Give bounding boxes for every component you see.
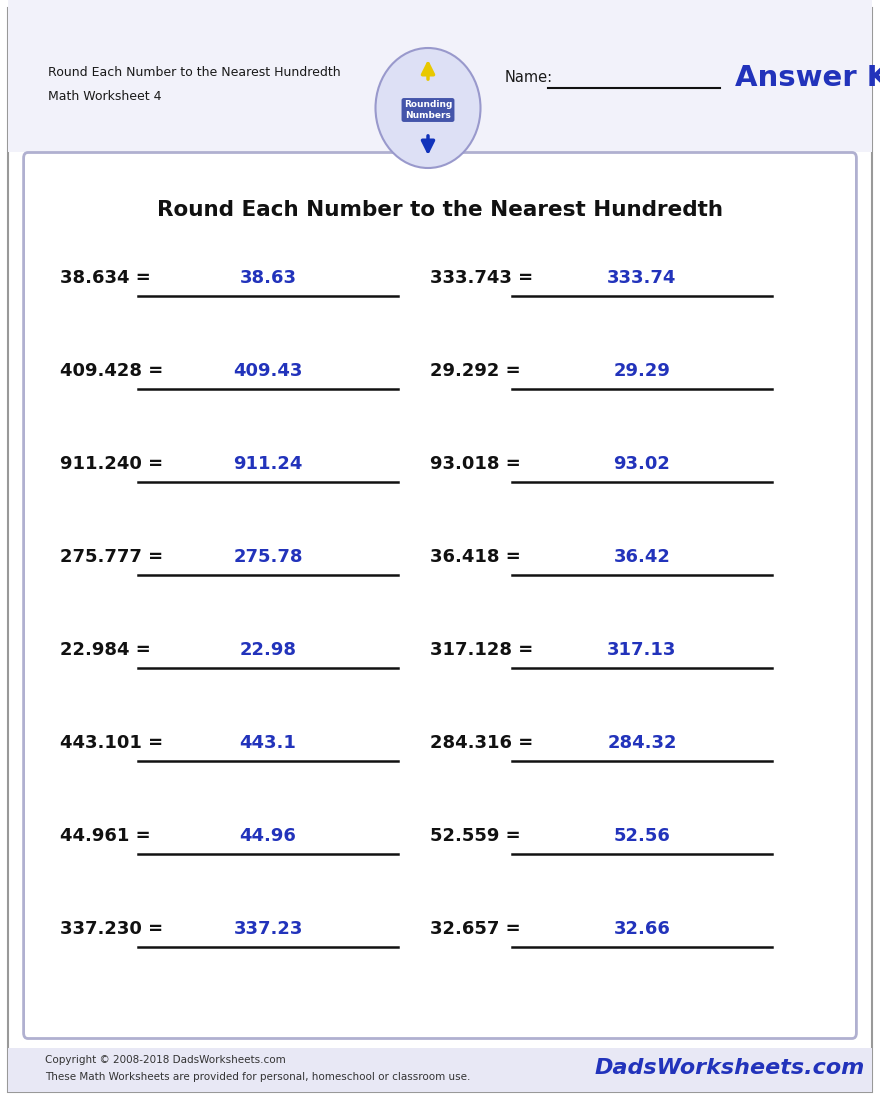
Text: 93.02: 93.02 xyxy=(613,455,671,473)
Text: 32.66: 32.66 xyxy=(613,920,671,938)
Text: Round Each Number to the Nearest Hundredth: Round Each Number to the Nearest Hundred… xyxy=(48,66,341,78)
Text: 333.743 =: 333.743 = xyxy=(430,270,533,287)
FancyBboxPatch shape xyxy=(8,8,872,1092)
Text: 22.984 =: 22.984 = xyxy=(60,641,150,659)
Text: 38.634 =: 38.634 = xyxy=(60,270,150,287)
Text: 284.32: 284.32 xyxy=(607,734,677,752)
Text: 29.29: 29.29 xyxy=(613,362,671,380)
Text: 333.74: 333.74 xyxy=(607,270,677,287)
Bar xyxy=(8,1048,872,1092)
Text: 911.24: 911.24 xyxy=(233,455,303,473)
Bar xyxy=(8,0,872,152)
Text: Name:: Name: xyxy=(505,70,554,86)
Text: 911.240 =: 911.240 = xyxy=(60,455,163,473)
Text: 93.018 =: 93.018 = xyxy=(430,455,521,473)
Text: Answer Key: Answer Key xyxy=(735,64,880,92)
Text: 337.23: 337.23 xyxy=(233,920,303,938)
Text: DadsWorksheets.com: DadsWorksheets.com xyxy=(595,1058,865,1078)
Text: 275.777 =: 275.777 = xyxy=(60,548,163,566)
Text: 275.78: 275.78 xyxy=(233,548,303,566)
Text: 317.128 =: 317.128 = xyxy=(430,641,533,659)
Text: 22.98: 22.98 xyxy=(239,641,297,659)
Text: 409.43: 409.43 xyxy=(233,362,303,380)
Text: 38.63: 38.63 xyxy=(239,270,297,287)
Text: 317.13: 317.13 xyxy=(607,641,677,659)
Text: 44.961 =: 44.961 = xyxy=(60,827,150,845)
Text: 409.428 =: 409.428 = xyxy=(60,362,164,380)
Text: 337.230 =: 337.230 = xyxy=(60,920,163,938)
Text: 443.101 =: 443.101 = xyxy=(60,734,163,752)
Text: 36.418 =: 36.418 = xyxy=(430,548,521,566)
Text: 443.1: 443.1 xyxy=(239,734,297,752)
Text: Math Worksheet 4: Math Worksheet 4 xyxy=(48,90,162,103)
Ellipse shape xyxy=(376,48,480,168)
Text: 32.657 =: 32.657 = xyxy=(430,920,521,938)
Text: 29.292 =: 29.292 = xyxy=(430,362,521,380)
Text: Round Each Number to the Nearest Hundredth: Round Each Number to the Nearest Hundred… xyxy=(157,200,723,220)
Text: These Math Worksheets are provided for personal, homeschool or classroom use.: These Math Worksheets are provided for p… xyxy=(45,1072,471,1082)
Text: Copyright © 2008-2018 DadsWorksheets.com: Copyright © 2008-2018 DadsWorksheets.com xyxy=(45,1055,286,1065)
Text: 52.56: 52.56 xyxy=(613,827,671,845)
Text: Rounding
Numbers: Rounding Numbers xyxy=(404,100,452,120)
FancyBboxPatch shape xyxy=(24,153,856,1038)
Text: 44.96: 44.96 xyxy=(239,827,297,845)
Text: 284.316 =: 284.316 = xyxy=(430,734,533,752)
Text: 36.42: 36.42 xyxy=(613,548,671,566)
Text: 52.559 =: 52.559 = xyxy=(430,827,521,845)
